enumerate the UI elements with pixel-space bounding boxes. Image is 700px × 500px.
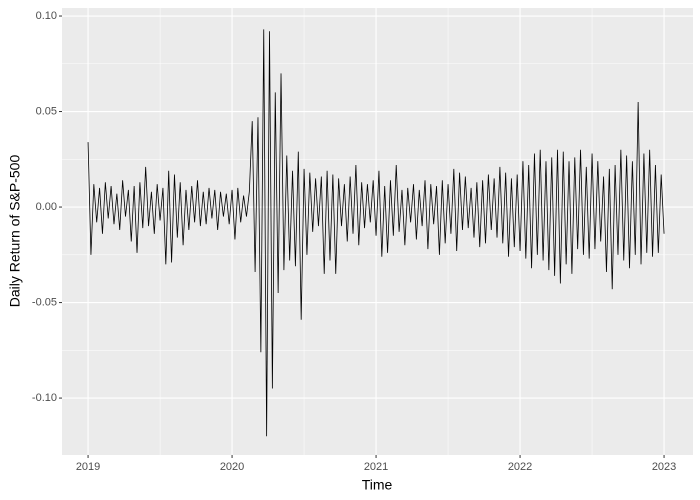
y-tick-label: 0.05 [36, 105, 57, 117]
y-tick-label: 0.00 [36, 201, 57, 213]
y-tick-label: 0.10 [36, 10, 57, 22]
x-axis-title: Time [362, 477, 393, 493]
x-tick-label: 2021 [364, 461, 388, 473]
y-tick-label: -0.05 [32, 296, 57, 308]
x-tick-label: 2022 [508, 461, 532, 473]
x-tick-label: 2023 [652, 461, 676, 473]
x-tick-label: 2019 [76, 461, 100, 473]
line [87, 29, 665, 437]
y-tick-label: -0.10 [32, 392, 57, 404]
y-axis-title: Daily Return of S&P-500 [7, 155, 23, 308]
x-tick-label: 2020 [220, 461, 244, 473]
panel [62, 8, 693, 455]
